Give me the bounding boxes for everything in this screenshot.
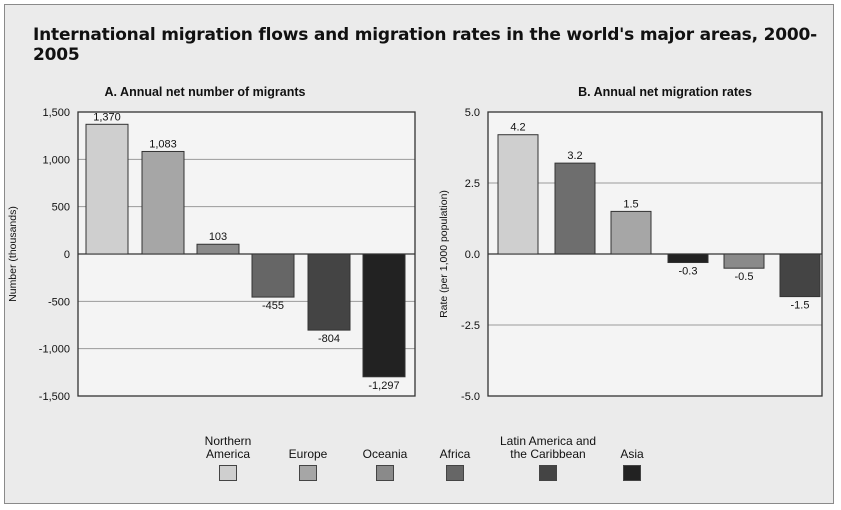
y-tick-label: 5.0 <box>465 107 480 119</box>
plot-border-1 <box>487 111 823 397</box>
legend-swatch <box>299 465 317 481</box>
legend-label: Latin America and the Caribbean <box>499 434 597 461</box>
legend-label: Northern America <box>204 434 252 461</box>
bar <box>610 210 652 255</box>
legend-label: Oceania <box>362 447 408 461</box>
panel-b-title: B. Annual net migration rates <box>578 85 752 99</box>
data-label: -455 <box>262 300 284 312</box>
legend-item: Latin America and the Caribbean <box>488 433 608 481</box>
data-label: 4.2 <box>510 122 525 134</box>
legend-item: Asia <box>612 433 652 481</box>
y-tick-label: -1,000 <box>39 344 70 356</box>
bar <box>307 253 351 331</box>
data-label: -1.5 <box>791 300 810 312</box>
legend-item: Oceania <box>350 433 420 481</box>
legend-swatch <box>539 465 557 481</box>
bar <box>497 134 539 255</box>
data-label: 1.5 <box>623 198 638 210</box>
bar <box>141 150 185 255</box>
legend-label: Europe <box>288 447 328 461</box>
legend-swatch <box>219 465 237 481</box>
legend-swatch <box>376 465 394 481</box>
y-tick-label: 0 <box>64 249 70 261</box>
legend-swatch <box>623 465 641 481</box>
data-label: -0.5 <box>735 271 754 283</box>
bar <box>196 243 240 255</box>
y-tick-label: 2.5 <box>465 178 480 190</box>
plot-border-0 <box>77 111 416 397</box>
legend-item: Northern America <box>198 433 258 481</box>
bar <box>779 253 821 298</box>
data-label: -804 <box>318 333 340 345</box>
bar <box>362 253 406 378</box>
legend-item: Africa <box>430 433 480 481</box>
panel-a-title: A. Annual net number of migrants <box>104 85 306 99</box>
y-tick-label: -2.5 <box>461 320 480 332</box>
data-label: -1,297 <box>368 380 399 392</box>
data-label: 3.2 <box>567 150 582 162</box>
y-axis-label: Rate (per 1,000 population) <box>438 190 450 318</box>
y-tick-label: -5.0 <box>461 391 480 403</box>
data-label: 103 <box>209 231 227 243</box>
y-tick-label: -500 <box>48 296 70 308</box>
legend-label: Africa <box>439 447 471 461</box>
y-axis-label: Number (thousands) <box>7 206 19 302</box>
bar <box>251 253 295 298</box>
data-label: 1,083 <box>149 138 177 150</box>
legend-label: Asia <box>620 447 644 461</box>
y-tick-label: 0.0 <box>465 249 480 261</box>
y-tick-label: -1,500 <box>39 391 70 403</box>
data-label: -0.3 <box>679 266 698 278</box>
bar <box>723 253 765 269</box>
bar <box>85 123 129 255</box>
bar <box>667 253 709 264</box>
bar <box>554 162 596 255</box>
y-tick-label: 1,500 <box>42 107 70 119</box>
data-label: 1,370 <box>93 111 121 123</box>
y-tick-label: 500 <box>52 202 70 214</box>
figure-title: International migration flows and migrat… <box>33 25 817 65</box>
legend-item: Europe <box>278 433 338 481</box>
y-tick-label: 1,000 <box>42 154 70 166</box>
legend-swatch <box>446 465 464 481</box>
